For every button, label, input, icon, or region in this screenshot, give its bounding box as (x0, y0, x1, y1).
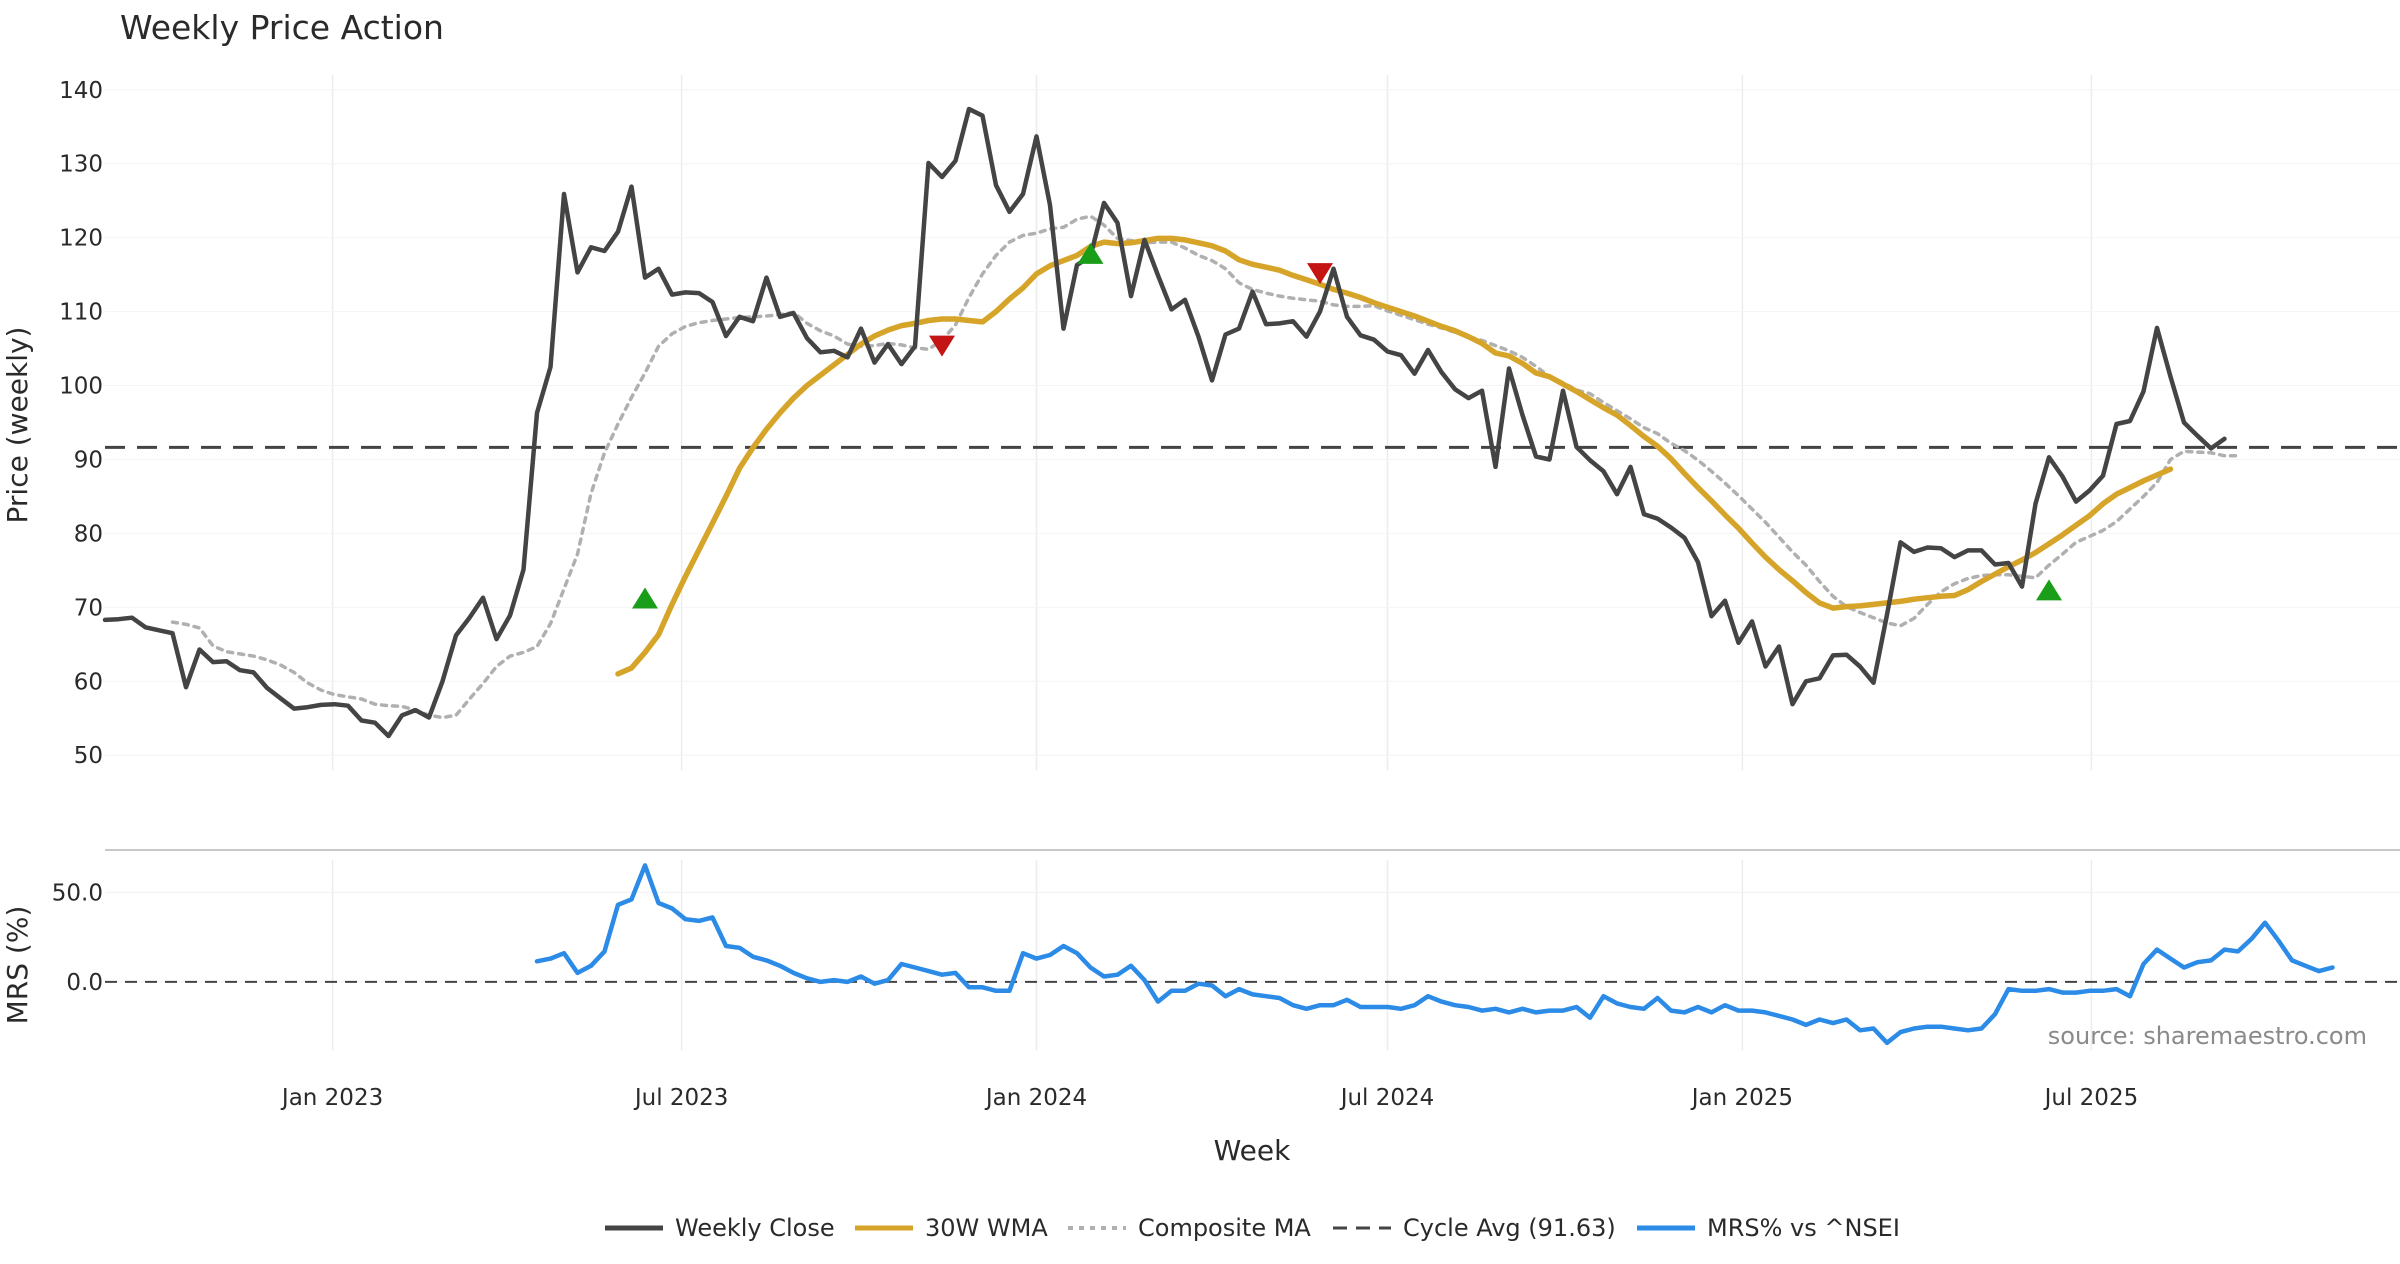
chart-title: Weekly Price Action (120, 8, 444, 47)
buy-signal-marker (632, 587, 658, 609)
y2-tick-label: 50.0 (52, 880, 103, 906)
x-tick-label: Jul 2025 (2043, 1085, 2139, 1111)
sell-signal-marker (1307, 263, 1333, 285)
price-gridlines (105, 75, 2400, 770)
y2-tick-label: 0.0 (66, 970, 103, 996)
buy-signal-marker (1077, 242, 1104, 264)
source-note: source: sharemaestro.com (2048, 1022, 2367, 1050)
x-tick-label: Jan 2025 (1690, 1085, 1793, 1111)
y-tick-label: 60 (74, 669, 103, 695)
composite-ma-line (170, 214, 2240, 720)
sell-signal-marker (929, 335, 955, 357)
series-lines (102, 106, 2400, 1046)
legend: Weekly Close 30W WMA Composite MA Cycle Avg… (605, 1214, 1900, 1242)
legend-cycle-avg-label: Cycle Avg (91.63) (1403, 1214, 1616, 1242)
legend-composite-ma: Composite MA (1068, 1214, 1311, 1242)
y-tick-label: 120 (59, 226, 103, 252)
y-axis-title: Price (weekly) (1, 327, 34, 524)
y-tick-label: 110 (59, 300, 103, 326)
y-tick-label: 140 (59, 78, 103, 104)
price-y-ticks: 50 60 70 80 90 100 110 120 130 140 (59, 78, 103, 769)
legend-mrs-label: MRS% vs ^NSEI (1707, 1214, 1900, 1242)
legend-wma-30w: 30W WMA (855, 1214, 1048, 1242)
signal-markers (632, 242, 2062, 609)
mrs-line (534, 863, 2335, 1046)
y2-axis-title: MRS (%) (1, 906, 34, 1025)
y-tick-label: 100 (59, 374, 103, 400)
x-tick-label: Jan 2024 (984, 1085, 1087, 1111)
x-tick-label: Jul 2023 (633, 1085, 729, 1111)
legend-weekly-close-label: Weekly Close (675, 1214, 835, 1242)
y-tick-label: 80 (74, 521, 103, 547)
legend-mrs: MRS% vs ^NSEI (1637, 1214, 1900, 1242)
legend-weekly-close: Weekly Close (605, 1214, 835, 1242)
legend-cycle-avg: Cycle Avg (91.63) (1333, 1214, 1616, 1242)
legend-wma-30w-label: 30W WMA (925, 1214, 1048, 1242)
wma-30w-line (615, 235, 2174, 677)
y-tick-label: 70 (74, 595, 103, 621)
weekly-close-line (102, 106, 2227, 739)
mrs-gridlines (105, 860, 2400, 1050)
x-tick-label: Jan 2023 (280, 1085, 383, 1111)
y-tick-label: 90 (74, 447, 103, 473)
legend-composite-ma-label: Composite MA (1138, 1214, 1311, 1242)
buy-signal-marker (2036, 579, 2062, 601)
x-ticks: Jan 2023 Jul 2023 Jan 2024 Jul 2024 Jan 2025… (280, 1085, 2138, 1111)
y-tick-label: 130 (59, 152, 103, 178)
mrs-y-ticks: 0.0 50.0 (52, 880, 103, 996)
x-axis-title: Week (1214, 1134, 1291, 1167)
y-tick-label: 50 (74, 743, 103, 769)
x-tick-label: Jul 2024 (1339, 1085, 1435, 1111)
